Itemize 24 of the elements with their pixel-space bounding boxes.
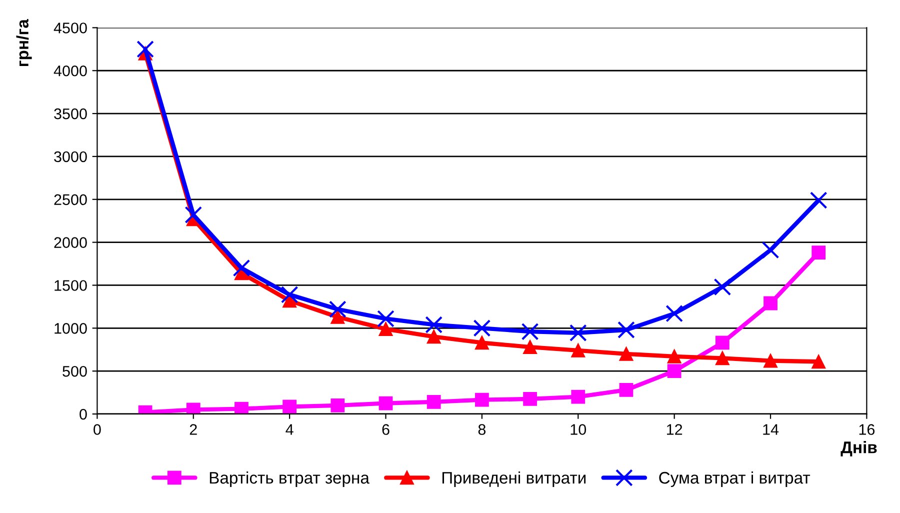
legend-label: Приведені витрати bbox=[442, 471, 586, 488]
x-tick-label: 0 bbox=[94, 424, 101, 435]
x-axis-title: Днів bbox=[840, 441, 877, 456]
y-tick-label: 1500 bbox=[54, 280, 87, 291]
y-axis-title: грн/га bbox=[16, 19, 32, 66]
y-tick-label: 3500 bbox=[54, 108, 87, 120]
x-tick-label: 12 bbox=[666, 424, 682, 435]
y-tick-label: 2500 bbox=[54, 194, 87, 206]
y-tick-label: 4000 bbox=[54, 65, 87, 76]
legend-label: Вартість втрат зерна bbox=[210, 471, 370, 488]
x-tick-label: 14 bbox=[763, 424, 779, 435]
y-tick-label: 1000 bbox=[54, 323, 87, 334]
y-tick-label: 2000 bbox=[54, 237, 87, 248]
x-tick-label: 2 bbox=[190, 424, 197, 435]
x-tick-label: 4 bbox=[286, 424, 294, 435]
x-tick-label: 10 bbox=[570, 424, 586, 435]
y-tick-label: 500 bbox=[62, 366, 87, 377]
legend-label: Сума втрат і витрат bbox=[659, 471, 810, 488]
y-tick-label: 0 bbox=[80, 408, 87, 420]
x-tick-label: 6 bbox=[382, 424, 390, 435]
x-tick-label: 8 bbox=[478, 424, 486, 435]
y-tick-label: 4500 bbox=[54, 22, 87, 34]
x-tick-label: 16 bbox=[859, 424, 875, 435]
y-tick-label: 3000 bbox=[54, 151, 87, 162]
